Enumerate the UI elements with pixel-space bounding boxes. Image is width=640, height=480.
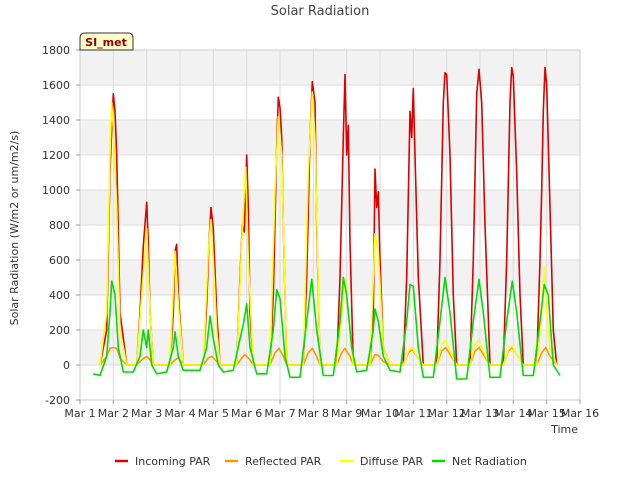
plot-bands	[80, 50, 580, 400]
plot-band	[80, 85, 580, 120]
series-line-net-radiation	[93, 276, 561, 380]
legend-label-diffuse-par: Diffuse PAR	[360, 455, 424, 468]
x-tick-label: Mar 13	[461, 407, 499, 420]
plot-band	[80, 295, 580, 330]
y-tick-label: 1400	[42, 114, 70, 127]
x-axis-ticks: Mar 1 Mar 2 Mar 3 Mar 4 Mar 5 Mar 6 Mar 7 Mar 8…	[64, 400, 599, 420]
x-tick-label: Mar 2	[98, 407, 129, 420]
x-tick-label: Mar 7	[264, 407, 295, 420]
station-label: SI_met	[85, 36, 127, 49]
x-tick-label: Mar 16	[561, 407, 599, 420]
x-tick-label: Mar 11	[394, 407, 432, 420]
y-tick-label: 1800	[42, 44, 70, 57]
x-tick-label: Mar 5	[198, 407, 229, 420]
x-tick-label: Mar 1	[64, 407, 95, 420]
x-tick-label: Mar 8	[298, 407, 329, 420]
legend: Incoming PAR Reflected PAR Diffuse PAR Net …	[115, 455, 527, 468]
legend-label-incoming-par: Incoming PAR	[135, 455, 211, 468]
y-tick-label: 200	[49, 324, 70, 337]
y-tick-label: 600	[49, 254, 70, 267]
x-tick-label: Mar 9	[331, 407, 362, 420]
x-tick-label: Mar 6	[231, 407, 262, 420]
series-line-diffuse-par	[99, 91, 558, 366]
y-tick-label: 400	[49, 289, 70, 302]
y-axis-title: Solar Radiation (W/m2 or um/m2/s)	[8, 131, 21, 326]
x-tick-label: Mar 12	[428, 407, 466, 420]
station-badge-box	[79, 32, 134, 51]
plot-band	[80, 50, 580, 85]
plot-band	[80, 155, 580, 190]
plot-band	[80, 330, 580, 365]
x-tick-label: Mar 10	[361, 407, 399, 420]
x-tick-label: Mar 15	[528, 407, 566, 420]
y-tick-label: 800	[49, 219, 70, 232]
plot-band	[80, 260, 580, 295]
y-tick-label: 1200	[42, 149, 70, 162]
x-tick-label: Mar 14	[494, 407, 532, 420]
chart-title: Solar Radiation	[271, 4, 370, 19]
legend-label-net-radiation: Net Radiation	[452, 455, 527, 468]
y-tick-label: 1600	[42, 79, 70, 92]
station-badge: SI_met	[79, 32, 134, 51]
plot-band	[80, 190, 580, 225]
plot-band	[80, 225, 580, 260]
plot-band	[80, 365, 580, 400]
legend-label-reflected-par: Reflected PAR	[245, 455, 322, 468]
x-tick-label: Mar 3	[131, 407, 162, 420]
x-tick-label: Mar 4	[164, 407, 195, 420]
plot-band	[80, 120, 580, 155]
y-axis-ticks: -200 0 200 400 600 800 1000 1200 1400 1600 1800	[42, 44, 80, 407]
y-tick-label: 0	[63, 359, 70, 372]
y-tick-label: 1000	[42, 184, 70, 197]
y-tick-label: -200	[45, 394, 70, 407]
series-lines	[93, 66, 561, 380]
x-axis-title: Time	[550, 423, 578, 436]
